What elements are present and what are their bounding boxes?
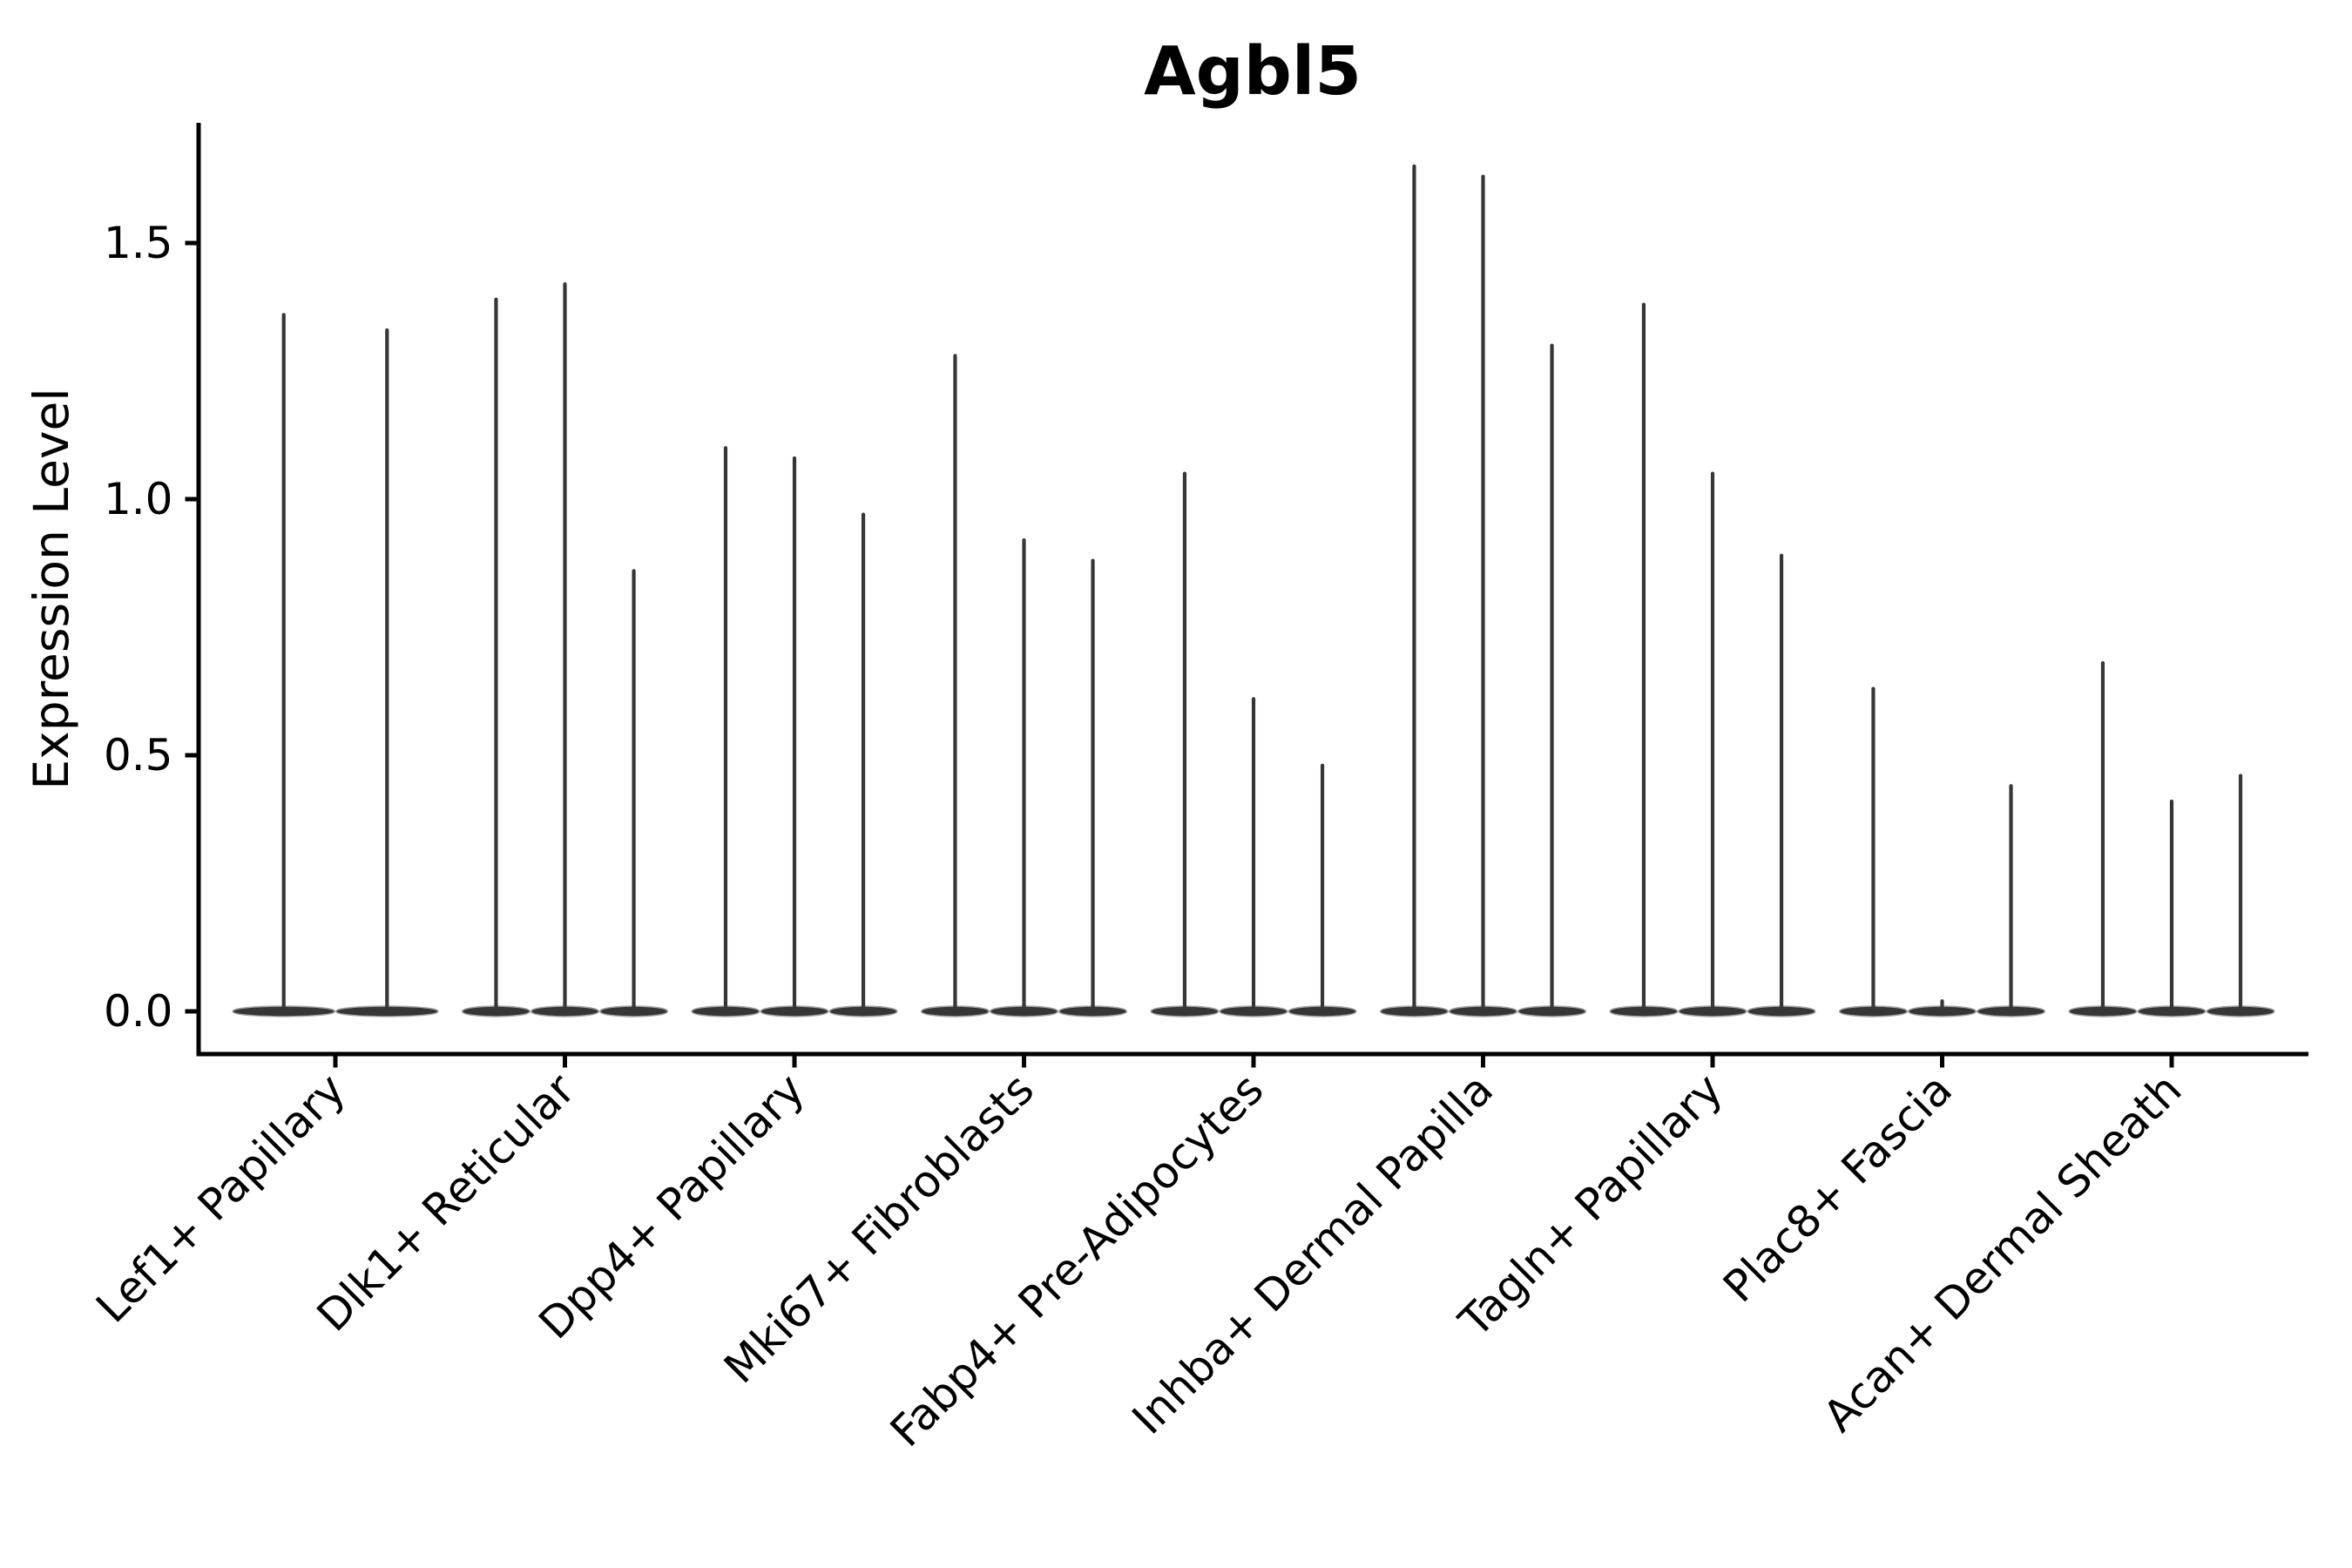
violin (232, 313, 335, 1017)
violin-group (1609, 302, 1816, 1017)
violin-group (232, 313, 439, 1017)
violin (2206, 774, 2275, 1017)
axes-layer (196, 123, 2308, 1057)
violin-group (1379, 164, 1587, 1017)
violin (691, 446, 760, 1017)
x-tick-label: Fabp4+ Pre-Adipocytes (881, 1064, 1274, 1456)
x-tick-label: Lef1+ Papillary (86, 1064, 355, 1332)
x-tick-label: Plac8+ Fascia (1713, 1064, 1962, 1312)
violin (828, 512, 898, 1017)
violin (1288, 763, 1357, 1017)
violin (1379, 164, 1449, 1017)
violin (1977, 784, 2046, 1017)
y-axis-label: Expression Level (24, 388, 79, 789)
y-ticks-layer: 0.0 0.5 1.0 1.5 (104, 218, 197, 1037)
violin (1219, 697, 1288, 1017)
violin-group (461, 281, 669, 1017)
violin-group (920, 354, 1128, 1017)
violin-group (1150, 471, 1357, 1017)
violin (1150, 471, 1220, 1017)
violin (1747, 553, 1816, 1017)
y-tick-label: 0.5 (104, 730, 173, 781)
violin (989, 537, 1059, 1017)
violin (530, 281, 600, 1017)
violin (920, 354, 990, 1017)
violin (599, 569, 669, 1017)
violin (1058, 558, 1128, 1017)
y-tick-label: 1.0 (104, 474, 173, 524)
y-tick-label: 1.5 (104, 218, 173, 268)
violin (1838, 686, 1908, 1017)
violin-group (691, 446, 898, 1017)
violin-group (1838, 686, 2046, 1017)
chart-title: Agbl5 (1144, 33, 1362, 111)
violin (1609, 302, 1679, 1017)
violin (1907, 999, 1977, 1017)
violin (335, 328, 439, 1017)
violin (2068, 661, 2138, 1017)
violin (461, 297, 531, 1017)
violin (1517, 343, 1587, 1017)
violin (1448, 174, 1518, 1017)
y-tick-label: 0.0 (104, 986, 173, 1037)
violin (760, 456, 829, 1017)
violin (1678, 471, 1747, 1017)
violins-layer (232, 164, 2275, 1017)
violin-group (2068, 661, 2275, 1017)
violin (2137, 799, 2207, 1017)
